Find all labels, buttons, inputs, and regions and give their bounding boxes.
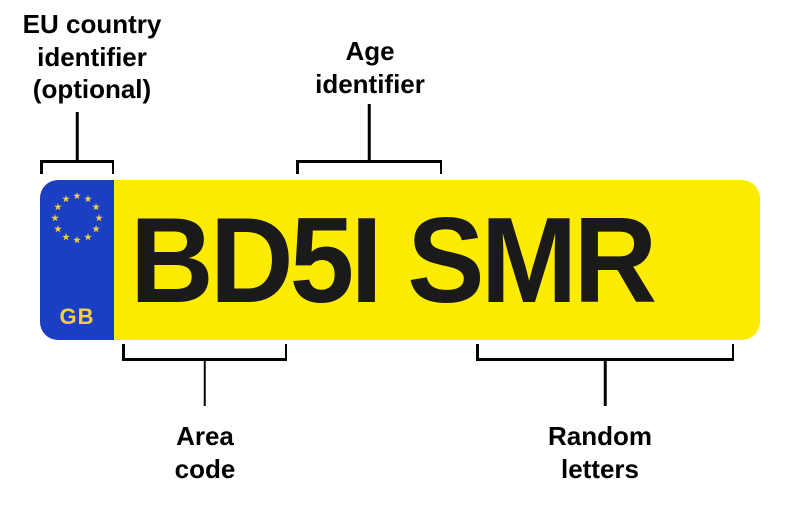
- eu-country-code: GB: [60, 304, 95, 330]
- number-plate: GB BD5I SMR: [40, 180, 760, 340]
- eu-band: GB: [40, 180, 114, 340]
- registration-area: BD5I SMR: [114, 180, 760, 340]
- eu-stars-icon: [51, 192, 103, 244]
- registration-text: BD5I SMR: [130, 199, 653, 321]
